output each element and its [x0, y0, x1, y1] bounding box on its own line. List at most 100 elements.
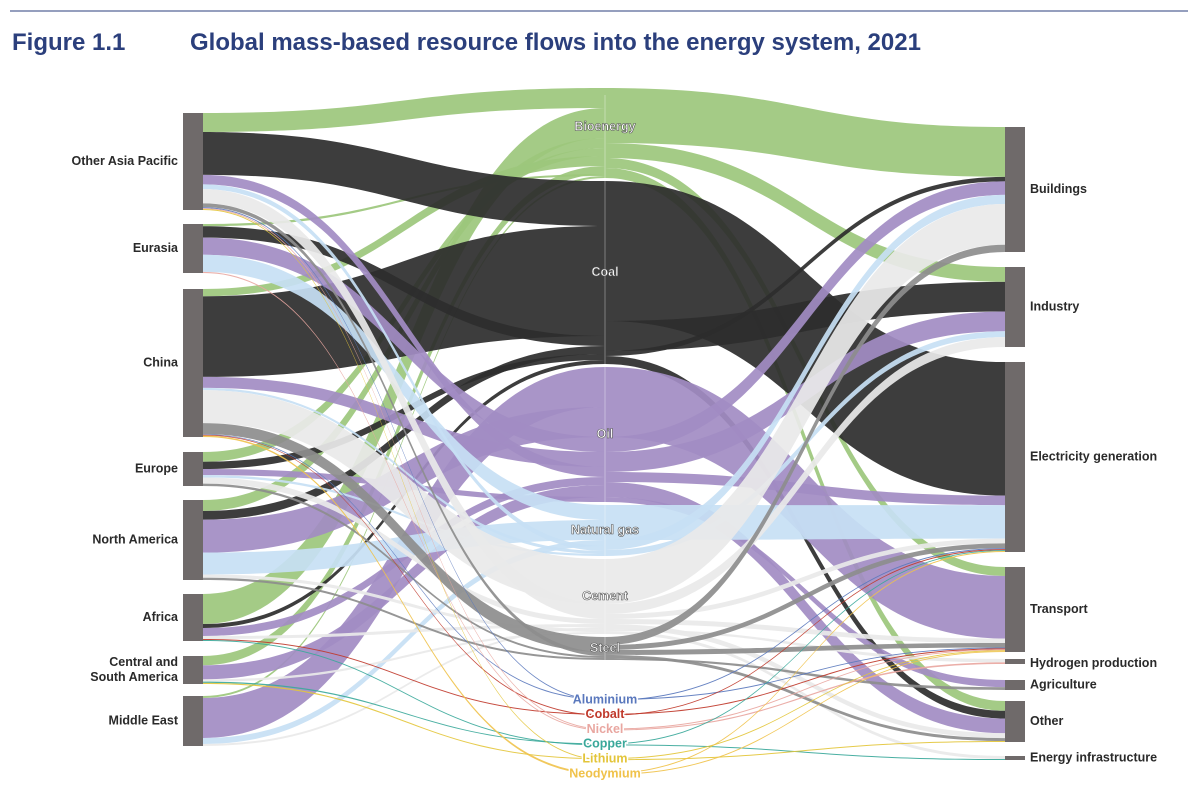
flow-in [203, 682, 605, 760]
flow-out [605, 631, 1005, 759]
flow-in [203, 639, 605, 715]
resource-label: Cobalt [586, 707, 626, 721]
flow-in [203, 226, 605, 377]
sector-label: Agriculture [1030, 677, 1097, 691]
flow-in [203, 483, 605, 658]
source-label: Eurasia [133, 241, 179, 255]
source-bar [183, 696, 203, 746]
resource-label: Copper [583, 737, 627, 751]
flow-in [203, 477, 605, 624]
source-bar [183, 289, 203, 437]
flow-in [203, 485, 605, 680]
source-bar [183, 656, 203, 684]
source-label: Middle East [109, 713, 179, 727]
flow-out [605, 538, 1005, 619]
sector-bar [1005, 362, 1025, 552]
flow-in [203, 354, 605, 469]
flow-out [605, 655, 1005, 742]
sector-label: Industry [1030, 299, 1079, 313]
sector-label: Other [1030, 714, 1063, 728]
flow-in [203, 203, 605, 656]
flow-out [605, 543, 1005, 650]
source-bar [183, 594, 203, 641]
flow-in [203, 189, 605, 619]
flow-out [605, 203, 1005, 605]
flow-out [605, 650, 1005, 760]
source-bar [183, 452, 203, 486]
flow-out [605, 244, 1005, 646]
flow-out [605, 551, 1005, 774]
flow-out [605, 194, 1005, 550]
labels: Other Asia Pacific Eurasia China Europe Nort… [71, 119, 1157, 782]
flow-out [605, 549, 1005, 716]
flow-in [203, 346, 605, 520]
flow-in [203, 390, 605, 604]
flow-in [203, 434, 605, 716]
figure-number: Figure 1.1 [12, 29, 125, 56]
flow-in [203, 156, 605, 297]
flow-in [203, 254, 605, 520]
flow-out [605, 168, 1005, 711]
flow-out [605, 619, 1005, 644]
sector-label: Buildings [1030, 182, 1087, 196]
figure-title: Global mass-based resource flows into th… [190, 29, 921, 56]
flow-out [605, 337, 1005, 614]
source-label: Central and [109, 655, 178, 669]
flow-in [203, 387, 605, 554]
flow-out [605, 662, 1005, 731]
flow-in [203, 237, 605, 452]
source-bar [183, 224, 203, 273]
sector-label: Energy infrastructure [1030, 750, 1157, 764]
flow-out [605, 629, 1005, 663]
flow-out [605, 649, 1005, 730]
flow-in [203, 640, 605, 746]
flow-out [605, 651, 1005, 775]
flow-out [605, 624, 1005, 739]
flow-in [203, 520, 605, 575]
flow-in [203, 435, 605, 775]
sector-bar [1005, 659, 1025, 664]
flow-in [203, 423, 605, 652]
flow-out [605, 482, 1005, 734]
flow-in [203, 271, 605, 731]
flow-out [605, 741, 1005, 761]
flow-out [605, 497, 1005, 688]
source-label: Europe [135, 461, 178, 475]
sector-bar [1005, 680, 1025, 690]
flow-in [203, 88, 605, 133]
flow-out [605, 648, 1005, 715]
flow-out [605, 88, 1005, 177]
flow-in [203, 132, 605, 226]
flow-out [605, 744, 1005, 760]
flow-out [605, 181, 1005, 496]
resource-label: Nickel [587, 722, 624, 736]
flow-in [203, 574, 605, 632]
flow-in [203, 627, 605, 746]
sector-bar [1005, 567, 1025, 652]
resource-label: Neodymium [569, 766, 641, 780]
source-label: North America [92, 532, 179, 546]
resource-label: Lithium [582, 751, 627, 765]
flow-in [203, 209, 605, 761]
flow-in [203, 226, 605, 346]
resource-label: Oil [597, 427, 614, 441]
flow-out [605, 643, 1005, 655]
resource-label: Coal [591, 265, 618, 279]
flow-out [605, 647, 1005, 700]
flow-in [203, 208, 605, 730]
flows [203, 88, 1005, 775]
sector-bar [1005, 127, 1025, 252]
nodes [183, 95, 1025, 760]
resource-label: Steel [590, 641, 620, 655]
source-label: South America [90, 670, 179, 684]
sector-label: Transport [1030, 602, 1088, 616]
resource-label: Aluminium [573, 692, 638, 706]
flow-out [605, 548, 1005, 701]
flow-in [203, 434, 605, 700]
flow-in [203, 681, 605, 745]
flow-in [203, 577, 605, 660]
flow-out [605, 143, 1005, 282]
resource-label: Bioenergy [574, 119, 635, 133]
sector-bar [1005, 701, 1025, 742]
resource-label: Natural gas [571, 523, 639, 537]
